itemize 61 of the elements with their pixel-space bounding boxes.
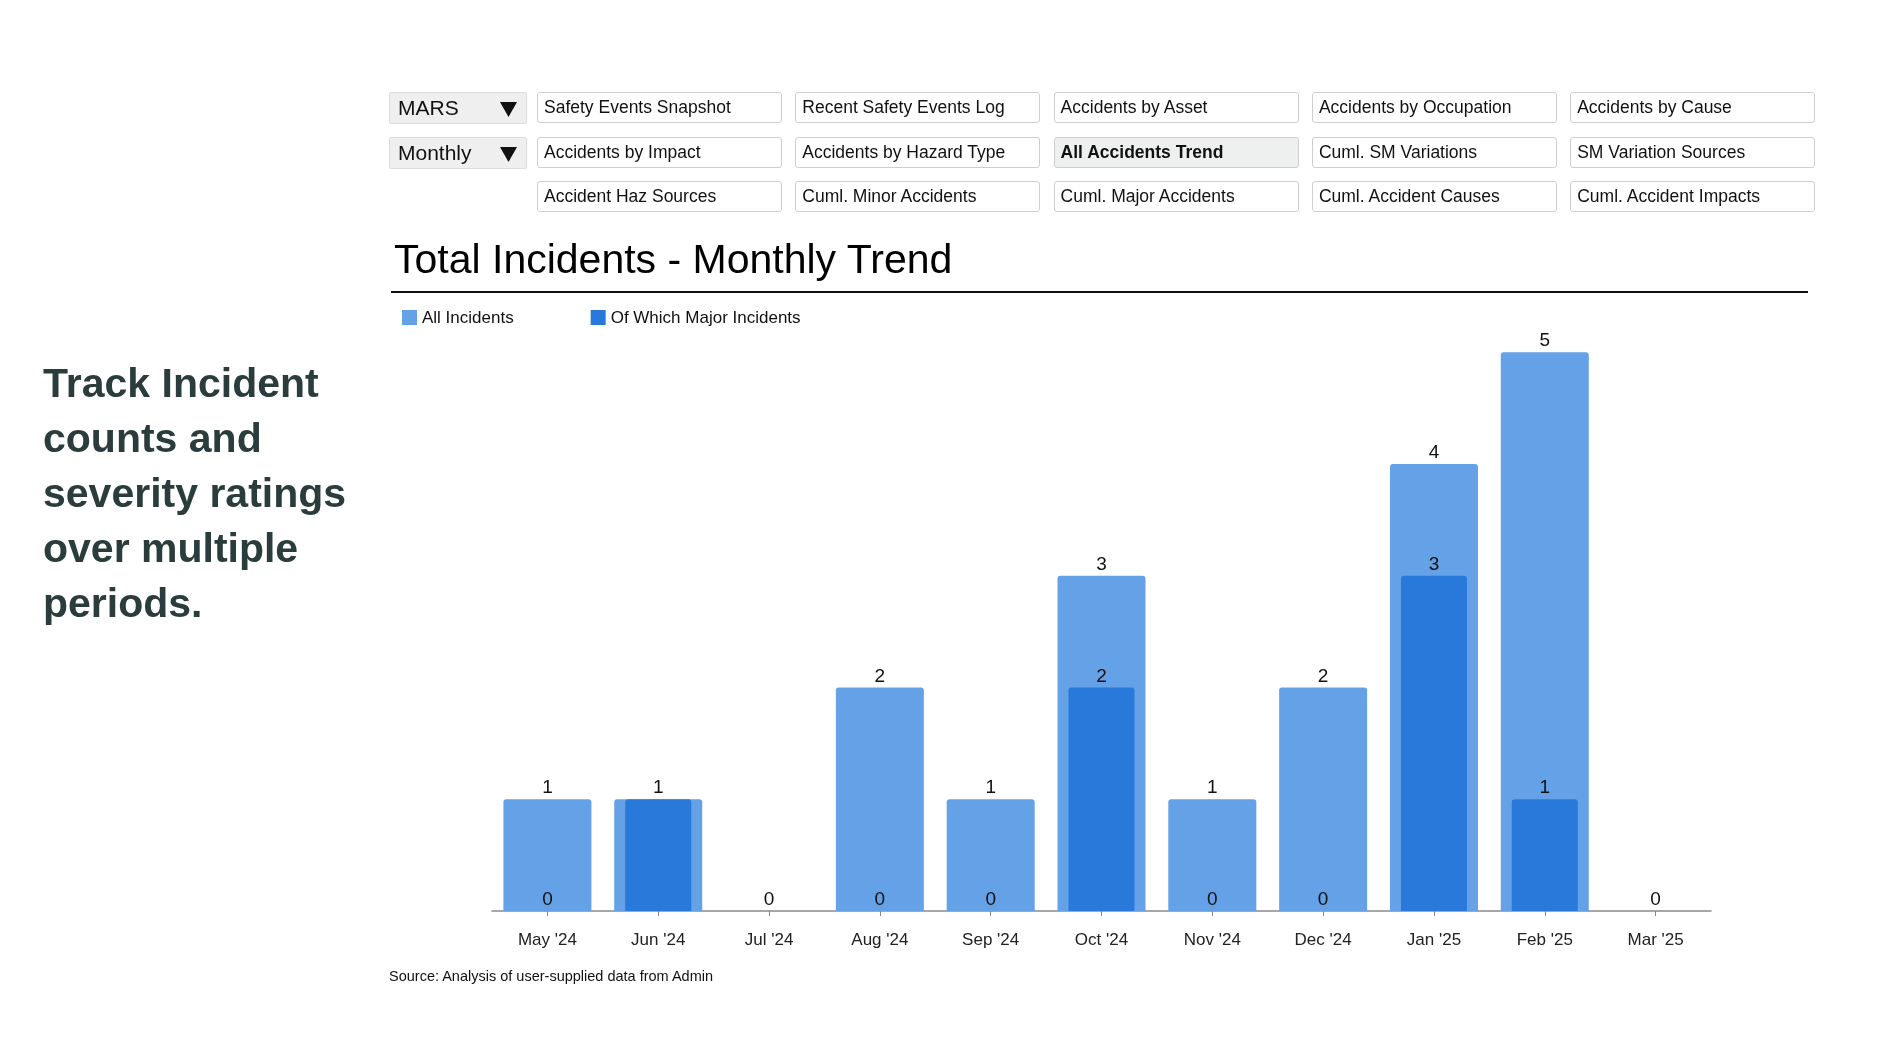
tab-button: Accidents by Cause <box>1570 92 1816 123</box>
data-label: 1 <box>1207 776 1218 798</box>
chart-title: Total Incidents - Monthly Trend <box>394 235 953 282</box>
tab-button: Cuml. Accident Impacts <box>1570 181 1816 212</box>
bar <box>1400 575 1467 911</box>
x-tick-label: Jan '25 <box>1406 930 1462 949</box>
x-tick-label: Dec '24 <box>1294 930 1352 949</box>
x-tick-label: Mar '25 <box>1627 930 1684 949</box>
x-tick-label: Jul '24 <box>744 930 794 949</box>
x-tick-label: Feb '25 <box>1516 930 1573 949</box>
tab-button: Cuml. Major Accidents <box>1053 181 1299 212</box>
x-tick-label: Jun '24 <box>631 930 686 949</box>
tab-button: Accidents by Impact <box>537 136 782 168</box>
bar <box>1068 687 1135 911</box>
bar <box>503 799 592 911</box>
tab-button: Cuml. Minor Accidents <box>795 181 1041 212</box>
data-label: 0 <box>874 888 886 909</box>
data-label: 4 <box>1428 441 1440 463</box>
data-label: 5 <box>1539 329 1551 351</box>
bar <box>625 799 692 911</box>
legend-label: Of Which Major Incidents <box>610 308 801 327</box>
tab-button: Accidents by Asset <box>1053 92 1299 123</box>
bar <box>946 799 1035 911</box>
data-label: 0 <box>1317 888 1329 909</box>
data-label: 3 <box>1428 552 1440 574</box>
source-note: Source: Analysis of user-supplied data from Admin <box>389 968 713 984</box>
tab-button: Recent Safety Events Log <box>795 92 1041 123</box>
data-label: 0 <box>1207 888 1218 909</box>
tab-button: Cuml. SM Variations <box>1311 136 1557 168</box>
data-label: 1 <box>652 776 664 798</box>
x-tick-label: Oct '24 <box>1074 930 1129 949</box>
bar <box>1511 799 1578 911</box>
tab-button: SM Variation Sources <box>1570 136 1816 168</box>
tab-button: Accident Haz Sources <box>537 181 782 212</box>
data-label: 1 <box>985 776 996 798</box>
data-label: 0 <box>542 888 553 909</box>
bar <box>835 687 924 911</box>
text: Track Incident counts and severity ratings over multiple periods. <box>43 359 348 628</box>
legend-label: All Incidents <box>422 308 514 327</box>
x-tick-label: Sep '24 <box>962 930 1020 949</box>
data-label: 0 <box>985 888 996 909</box>
data-label: 0 <box>763 888 775 909</box>
x-tick-label: Aug '24 <box>851 930 909 949</box>
tab-button: All Accidents Trend <box>1053 136 1299 168</box>
data-label: 3 <box>1096 552 1107 574</box>
x-tick-label: Nov '24 <box>1183 930 1241 949</box>
data-label: 2 <box>874 664 886 686</box>
tab-button: Safety Events Snapshot <box>537 92 782 123</box>
x-tick-label: May '24 <box>517 930 577 949</box>
data-label: 0 <box>1650 888 1661 909</box>
dropdown-field: MARS <box>389 92 527 124</box>
data-label: 2 <box>1317 664 1329 686</box>
data-label: 1 <box>542 776 553 798</box>
dropdown-field: Monthly <box>389 136 527 169</box>
tab-button: Accidents by Occupation <box>1311 92 1557 123</box>
data-label: 1 <box>1539 776 1551 798</box>
tab-button: Accidents by Hazard Type <box>795 136 1041 168</box>
tab-button: Cuml. Accident Causes <box>1311 181 1557 212</box>
bar <box>1279 687 1368 911</box>
bar <box>1168 799 1257 911</box>
data-label: 2 <box>1096 664 1107 686</box>
